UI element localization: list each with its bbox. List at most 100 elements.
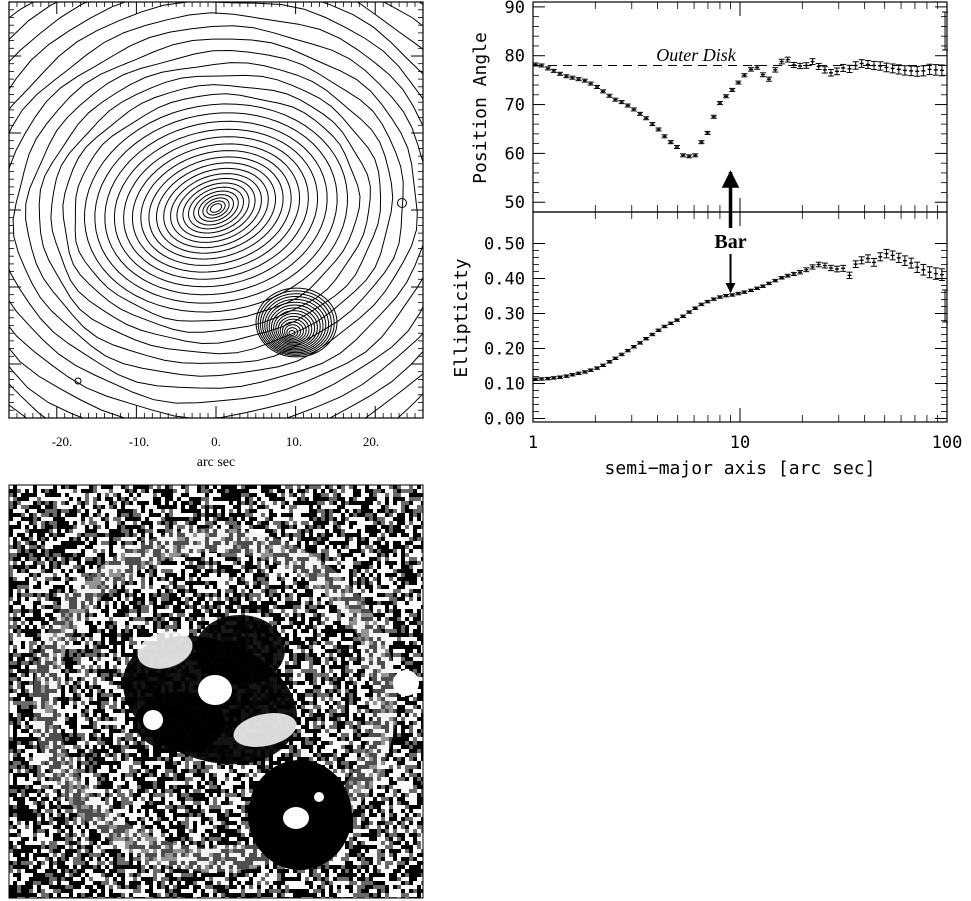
data-point bbox=[710, 114, 717, 119]
semi-major-axis-x-axis-label: semi−major axis [arc sec] bbox=[605, 458, 876, 479]
data-point bbox=[544, 376, 551, 381]
isophote-contour bbox=[9, 2, 11, 4]
data-point bbox=[741, 290, 748, 294]
isophote-contour bbox=[193, 190, 239, 226]
data-point bbox=[772, 67, 779, 73]
companion-contour bbox=[270, 307, 318, 348]
data-point bbox=[815, 62, 822, 70]
isophote-contour bbox=[94, 112, 338, 304]
data-point bbox=[827, 69, 834, 77]
isophote-contour bbox=[206, 200, 226, 216]
data-point bbox=[704, 130, 711, 135]
data-point bbox=[587, 368, 594, 372]
data-point bbox=[698, 302, 705, 307]
isophote-contour bbox=[202, 197, 230, 219]
data-point bbox=[883, 248, 890, 259]
data-point bbox=[803, 267, 810, 273]
data-point bbox=[692, 306, 699, 310]
data-point bbox=[692, 153, 699, 158]
data-point bbox=[630, 107, 637, 112]
data-point bbox=[741, 73, 748, 78]
data-point bbox=[735, 80, 742, 85]
data-point bbox=[655, 328, 662, 332]
outer-disk-label: Outer Disk bbox=[656, 45, 736, 65]
data-point bbox=[765, 76, 772, 82]
data-point bbox=[889, 63, 896, 74]
isophote-contour bbox=[140, 150, 292, 266]
data-point bbox=[852, 260, 859, 269]
companion-contour bbox=[262, 296, 330, 354]
data-point bbox=[864, 254, 871, 263]
position-angle-y-axis-label: Position Angle bbox=[470, 32, 491, 184]
companion-contour bbox=[279, 318, 307, 342]
isophote-contour bbox=[123, 136, 309, 280]
ellipticity-plot: 0.00 0.10 0.20 0.30 0.40 0.50 1 10 100 Elliptici… bbox=[451, 211, 963, 479]
bar-label: Bar bbox=[714, 231, 746, 253]
x-tick-label: 100 bbox=[932, 433, 963, 453]
data-point bbox=[846, 64, 853, 74]
y-tick-label: 90 bbox=[505, 0, 525, 18]
data-point bbox=[784, 273, 791, 278]
contour-tick-label: 20. bbox=[363, 434, 379, 449]
data-point bbox=[901, 255, 908, 266]
data-point bbox=[871, 60, 878, 71]
isophote-contour bbox=[9, 2, 423, 418]
data-point bbox=[637, 111, 644, 116]
data-point bbox=[532, 62, 539, 67]
companion-contour bbox=[264, 298, 327, 352]
data-point bbox=[618, 100, 625, 105]
companion-contour bbox=[286, 327, 299, 338]
contour-tick-label: -10. bbox=[129, 434, 150, 449]
data-point bbox=[532, 377, 539, 381]
data-point bbox=[747, 67, 754, 72]
data-point bbox=[803, 62, 810, 69]
data-point bbox=[581, 370, 588, 374]
position-angle-plot: Outer Disk 50 60 70 80 90 Position Angle bbox=[470, 0, 948, 323]
contour-tick-label: 10. bbox=[286, 434, 302, 449]
isophote-contour bbox=[12, 38, 418, 377]
companion-contour bbox=[275, 313, 313, 345]
companion-contour bbox=[259, 293, 332, 355]
data-point bbox=[569, 373, 576, 377]
data-point bbox=[606, 360, 613, 364]
data-point bbox=[908, 257, 915, 269]
data-point bbox=[538, 63, 545, 68]
data-point bbox=[864, 60, 871, 69]
y-tick-label: 60 bbox=[505, 144, 525, 164]
contour-tick-labels: -20. -10. 0. 10. 20. bbox=[52, 434, 379, 449]
data-point bbox=[784, 56, 791, 63]
isophote-contour bbox=[62, 84, 371, 333]
isophote-contour bbox=[50, 74, 382, 345]
companion-contour bbox=[266, 301, 324, 351]
data-point bbox=[680, 153, 687, 158]
isophote-contour bbox=[197, 194, 235, 222]
data-point bbox=[704, 299, 711, 304]
data-point bbox=[821, 66, 828, 74]
data-point bbox=[778, 276, 785, 280]
data-point bbox=[821, 262, 828, 269]
y-tick-label: 0.30 bbox=[484, 305, 525, 325]
y-tick-label: 0.10 bbox=[484, 375, 525, 395]
data-point bbox=[550, 376, 557, 380]
data-point bbox=[661, 134, 668, 139]
data-point bbox=[932, 267, 939, 280]
data-point bbox=[538, 377, 545, 381]
data-point bbox=[581, 78, 588, 83]
data-point bbox=[901, 65, 908, 76]
data-point bbox=[858, 59, 865, 68]
data-point bbox=[846, 271, 853, 280]
data-point bbox=[914, 65, 921, 77]
data-point bbox=[926, 63, 933, 76]
companion-contour bbox=[268, 304, 321, 349]
ellipticity-points bbox=[532, 248, 945, 381]
data-point bbox=[550, 68, 557, 73]
data-point bbox=[673, 318, 680, 322]
data-point bbox=[877, 252, 884, 262]
data-point bbox=[932, 64, 939, 76]
data-point bbox=[624, 103, 631, 108]
ellipticity-y-axis-label: Ellipticity bbox=[451, 258, 472, 377]
data-point bbox=[772, 278, 779, 283]
residual-image-panel bbox=[8, 484, 424, 899]
y-tick-label: 0.40 bbox=[484, 270, 525, 290]
data-point bbox=[594, 366, 601, 370]
